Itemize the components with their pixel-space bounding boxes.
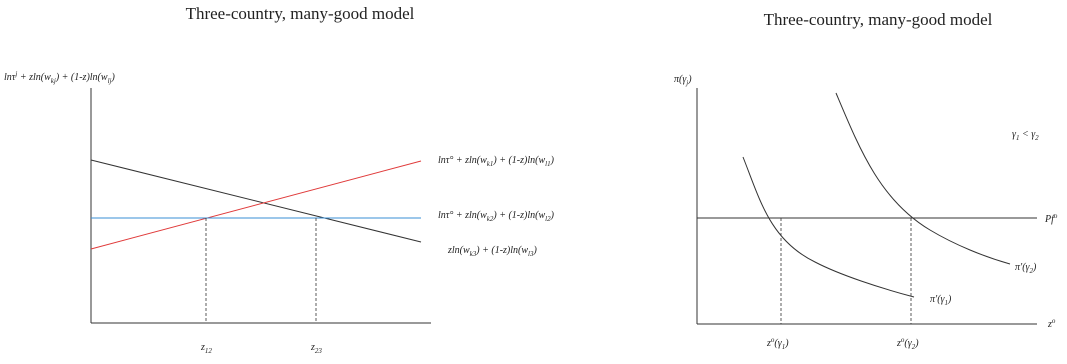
right-pf-label: Pfo (1044, 212, 1058, 225)
right-curve-gamma2 (835, 92, 1011, 265)
left-title: Three-country, many-good model (186, 4, 415, 23)
right-curve2-label: π′(γ2) (1015, 262, 1037, 275)
left-z12-label: z12 (200, 342, 212, 355)
right-curve1-label: π′(γ1) (930, 294, 952, 307)
right-xaxis-label: zo (1047, 317, 1056, 330)
right-ylabel: π(γj) (674, 74, 692, 87)
left-panel: Three-country, many-good model lnτj + zl… (4, 4, 555, 355)
left-ylabel: lnτj + zln(wkj) + (1-z)ln(wlj) (4, 70, 115, 85)
right-panel: Three-country, many-good model π(γj) γ1 … (674, 10, 1058, 351)
right-x2-label: zo(γ2) (896, 336, 919, 351)
right-gamma-legend: γ1 < γ2 (1012, 129, 1039, 142)
left-line-red (90, 160, 422, 250)
left-z23-label: z23 (310, 342, 322, 355)
right-title: Three-country, many-good model (764, 10, 993, 29)
right-curve-gamma1 (742, 156, 915, 298)
left-line-black-label: zln(wk3) + (1-z)ln(wl3) (447, 245, 537, 258)
left-line-red-label: lnτ° + zln(wk1) + (1-z)ln(wl1) (438, 155, 555, 168)
left-line-blue-label: lnτ° + zln(wk2) + (1-z)ln(wl2) (438, 210, 555, 223)
right-x1-label: zo(γ1) (766, 336, 789, 351)
left-line-black (90, 159, 422, 243)
